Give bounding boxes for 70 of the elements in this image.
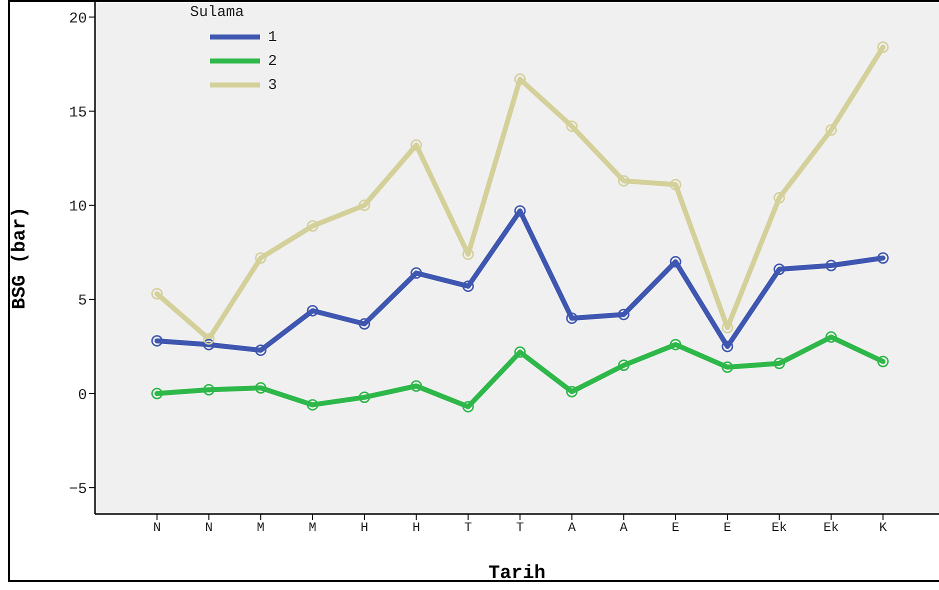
- point: [774, 358, 786, 370]
- point: [566, 120, 578, 132]
- point: [774, 264, 786, 276]
- point: [151, 388, 163, 400]
- x-tick-label: N: [153, 520, 161, 536]
- x-tick-label: T: [516, 520, 524, 536]
- point: [877, 41, 889, 53]
- point: [462, 400, 474, 412]
- point: [618, 175, 630, 187]
- point: [774, 192, 786, 204]
- point: [877, 252, 889, 264]
- x-tick-label: E: [672, 520, 680, 536]
- x-tick-label: A: [568, 520, 576, 536]
- point: [203, 333, 215, 345]
- y-tick-label: 5: [78, 292, 87, 310]
- point: [306, 220, 318, 232]
- point: [670, 178, 682, 190]
- x-tick-label: H: [412, 520, 420, 536]
- point: [566, 312, 578, 324]
- x-tick-label: M: [256, 520, 265, 536]
- x-tick-label: N: [204, 520, 213, 536]
- point: [254, 344, 266, 356]
- y-tick-label: 20: [68, 10, 87, 28]
- point: [825, 124, 837, 136]
- point: [670, 338, 682, 350]
- legend-label: 1: [268, 28, 278, 46]
- point: [514, 73, 526, 85]
- legend-label: 3: [268, 76, 278, 94]
- point: [254, 382, 266, 394]
- x-tick-label: M: [308, 520, 316, 536]
- y-tick-label: 10: [68, 198, 87, 216]
- y-tick-label: 0: [78, 386, 87, 404]
- point: [722, 340, 734, 352]
- legend-label: 2: [268, 52, 278, 70]
- point: [410, 267, 422, 279]
- point: [358, 200, 370, 212]
- point: [410, 139, 422, 151]
- point: [618, 360, 630, 372]
- y-axis-title: BSG (bar): [8, 206, 31, 310]
- point: [306, 304, 318, 316]
- point: [462, 280, 474, 292]
- point: [151, 288, 163, 300]
- point: [358, 392, 370, 404]
- y-tick-label: −5: [68, 480, 87, 498]
- point: [203, 338, 215, 350]
- point: [358, 318, 370, 330]
- point: [877, 356, 889, 368]
- point: [825, 331, 837, 343]
- x-tick-label: A: [620, 520, 628, 536]
- x-tick-label: Ek: [823, 520, 840, 536]
- point: [514, 346, 526, 358]
- x-tick-label: K: [879, 520, 888, 536]
- point: [151, 335, 163, 347]
- point: [670, 256, 682, 268]
- x-tick-label: H: [360, 520, 368, 536]
- point: [618, 308, 630, 320]
- y-tick-label: 15: [68, 104, 87, 122]
- point: [203, 384, 215, 396]
- point: [254, 252, 266, 264]
- x-axis-title: Tarih: [488, 562, 546, 584]
- point: [722, 361, 734, 373]
- x-tick-label: E: [724, 520, 732, 536]
- point: [514, 205, 526, 217]
- point: [410, 380, 422, 392]
- point: [566, 386, 578, 398]
- x-tick-label: T: [464, 520, 472, 536]
- point: [825, 260, 837, 272]
- point: [306, 399, 318, 411]
- x-tick-label: Ek: [771, 520, 788, 536]
- legend-title: Sulama: [190, 4, 246, 21]
